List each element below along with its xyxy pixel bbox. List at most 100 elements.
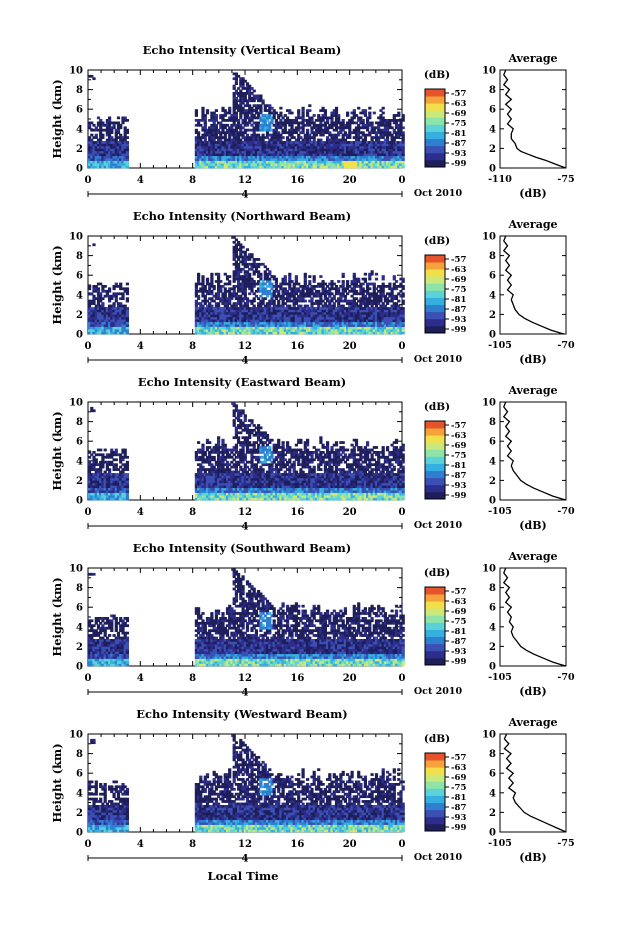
heatmap-cell [221, 285, 225, 288]
heatmap-cell [237, 258, 241, 261]
heatmap-cell [223, 119, 227, 122]
heatmap-cell [234, 111, 238, 115]
heatmap-cell [214, 316, 218, 320]
heatmap-cell [330, 123, 334, 127]
heatmap-cell [388, 158, 392, 161]
heatmap-cell [301, 141, 305, 144]
heatmap-cell [372, 141, 376, 144]
heatmap-cell [245, 123, 250, 127]
heatmap-cell [263, 143, 267, 147]
heatmap-cell [257, 123, 261, 127]
heatmap-cell [332, 302, 336, 305]
heatmap-cell [116, 123, 121, 127]
colorbar-segment [425, 290, 445, 298]
heatmap-cell [334, 158, 339, 161]
heatmap-cell [328, 165, 332, 169]
heatmap-cell [199, 331, 203, 335]
heatmap-cell [239, 314, 243, 318]
heatmap-cell [372, 160, 376, 164]
heatmap-cell [261, 123, 265, 127]
heatmap-cell [241, 285, 245, 288]
heatmap-cell [383, 148, 387, 152]
heatmap-cell [114, 163, 118, 166]
heatmap-cell [241, 262, 245, 266]
heatmap-cell [366, 304, 370, 308]
heatmap-cell [88, 153, 92, 157]
heatmap-cell [354, 282, 359, 286]
heatmap-cell [343, 143, 347, 147]
heatmap-cell [232, 272, 236, 276]
heatmap-cell [252, 153, 256, 157]
heatmap-cell [210, 153, 214, 157]
heatmap-cell [103, 448, 107, 452]
heatmap-cell [239, 316, 243, 320]
heatmap-cell [232, 331, 236, 335]
heatmap-cell [243, 272, 247, 276]
heatmap-cell [354, 153, 359, 157]
heatmap-cell [232, 141, 236, 144]
heatmap-cell [105, 311, 109, 315]
heatmap-cell [199, 321, 203, 325]
heatmap-cell [241, 316, 245, 320]
heatmap-cell [248, 119, 252, 122]
heatmap-cell [221, 294, 225, 298]
heatmap-cell [290, 153, 294, 157]
heatmap-cell [366, 148, 370, 152]
heatmap-cell [292, 163, 296, 166]
heatmap-cell [319, 275, 323, 278]
heatmap-cell [386, 141, 390, 144]
heatmap-cell [208, 126, 212, 130]
heatmap-cell [221, 143, 225, 147]
heatmap-cell [201, 150, 205, 154]
heatmap-cell [103, 470, 107, 474]
heatmap-cell [346, 160, 350, 164]
heatmap-cell [343, 133, 347, 137]
heatmap-cell [237, 243, 241, 247]
heatmap-cell [394, 160, 399, 164]
heatmap-cell [121, 324, 125, 327]
heatmap-cell [92, 155, 96, 159]
heatmap-cell [194, 150, 198, 154]
heatmap-cell [243, 94, 247, 98]
heatmap-cell [372, 282, 376, 286]
heatmap-cell [288, 282, 292, 286]
heatmap-cell [377, 126, 381, 130]
heatmap-cell [312, 143, 316, 147]
heatmap-cell [397, 131, 401, 135]
heatmap-cell [101, 324, 105, 327]
heatmap-cell [374, 121, 379, 125]
heatmap-cell [228, 153, 232, 157]
heatmap-cell [286, 136, 290, 139]
profile-y-tick-label: 0 [489, 330, 496, 341]
heatmap-cell [370, 136, 374, 139]
heatmap-cell [223, 138, 227, 142]
heatmap-cell [119, 150, 123, 154]
heatmap-cell [392, 163, 396, 166]
heatmap-cell [241, 92, 245, 95]
heatmap-cell [205, 309, 210, 313]
heatmap-cell [323, 148, 327, 152]
heatmap-cell [234, 165, 238, 169]
heatmap-cell [203, 128, 207, 132]
heatmap-cell [312, 148, 316, 152]
heatmap-cell [397, 119, 401, 122]
heatmap-cell [194, 299, 198, 303]
heatmap-cell [306, 285, 310, 288]
heatmap-cell [245, 307, 250, 310]
heatmap-cell [241, 165, 245, 169]
heatmap-cell [234, 160, 238, 164]
profile-frame [499, 235, 567, 335]
heatmap-cell [219, 331, 223, 335]
heatmap-cell [232, 128, 236, 132]
heatmap-cell [228, 119, 232, 122]
heatmap-cell [199, 329, 203, 332]
heatmap-cell [392, 155, 396, 159]
heatmap-cell [281, 155, 285, 159]
heatmap-cell [381, 289, 385, 293]
heatmap-cell [357, 280, 361, 283]
heatmap-cell [112, 150, 116, 154]
heatmap-cell [274, 163, 278, 166]
heatmap-cell [108, 324, 112, 327]
heatmap-cell [123, 324, 127, 327]
heatmap-cell [328, 141, 332, 144]
